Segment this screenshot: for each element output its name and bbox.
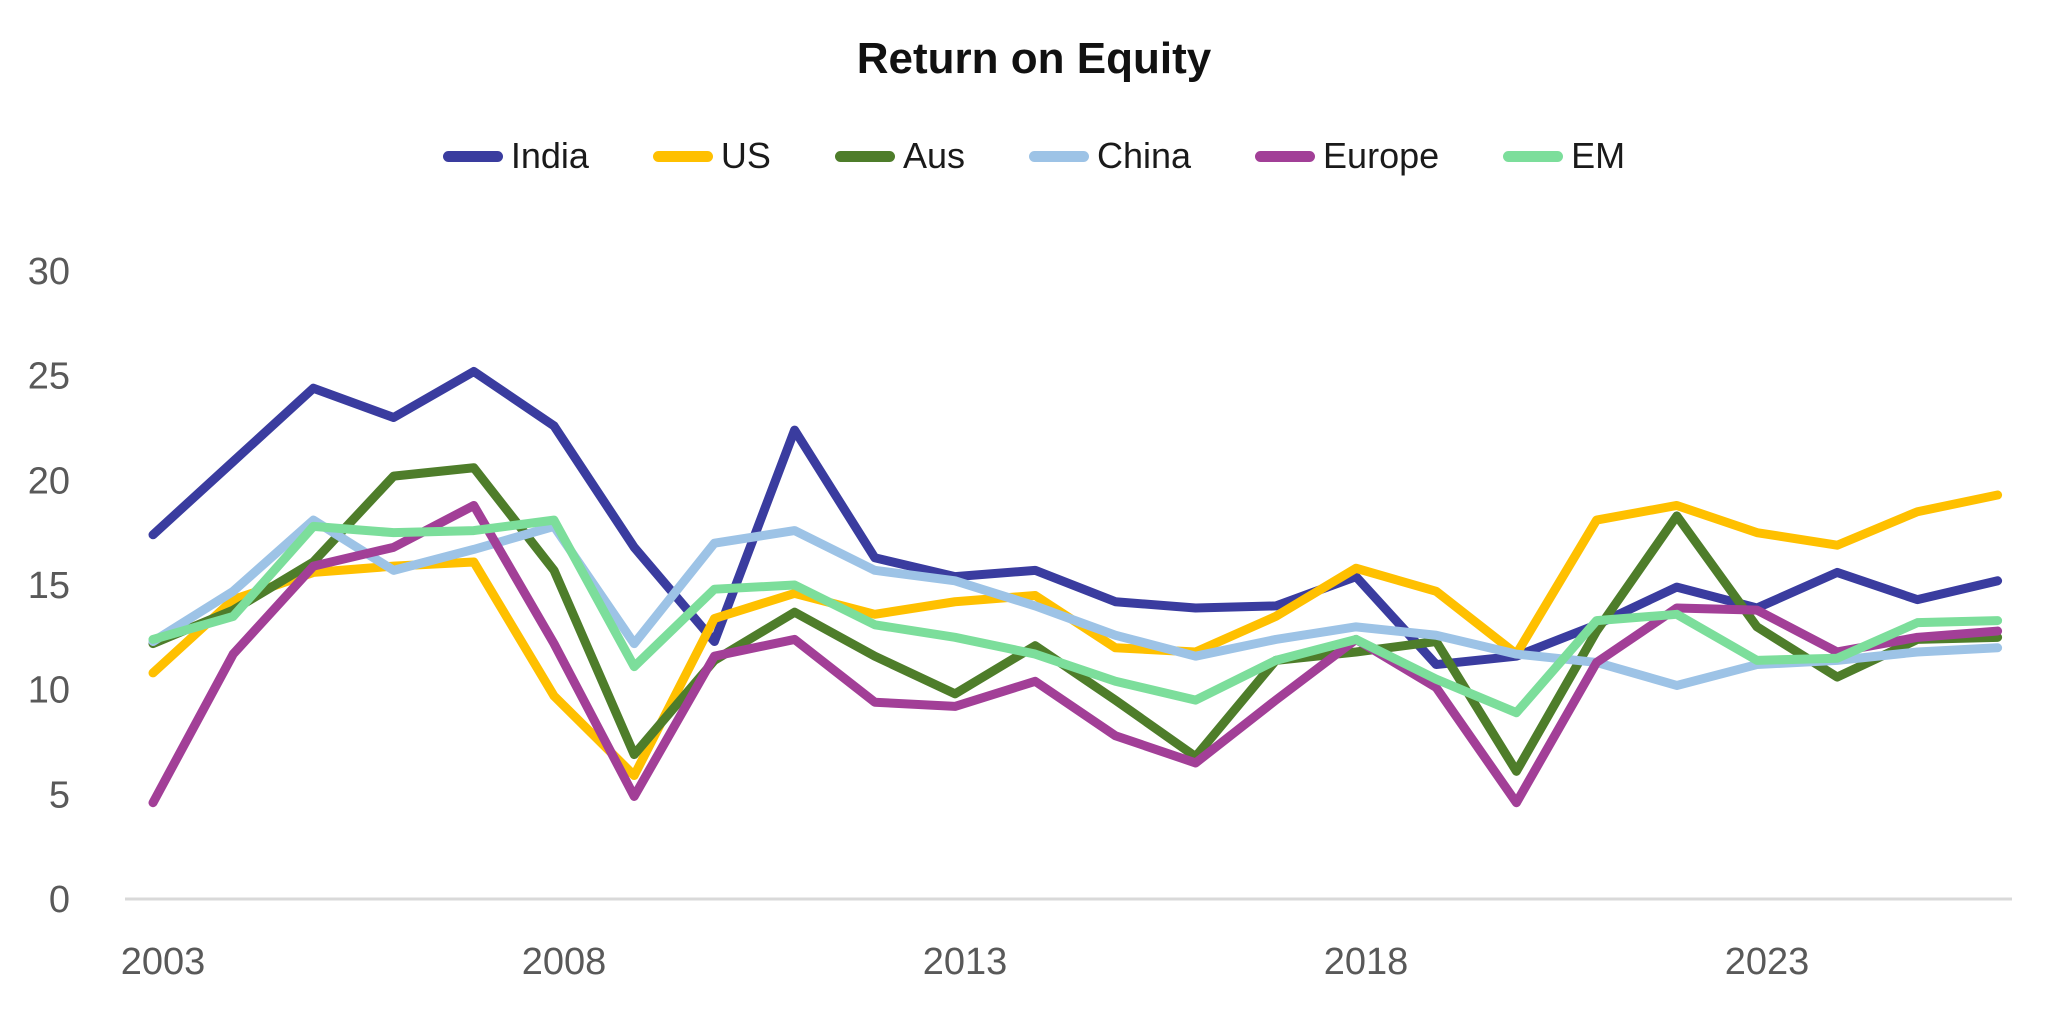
series-line-aus (148, 463, 2003, 776)
legend-swatch-icon (442, 150, 503, 162)
legend-swatch-icon (834, 150, 895, 162)
legend-swatch-icon (1255, 150, 1316, 162)
legend-label: EM (1571, 135, 1626, 176)
y-tick-label: 5 (49, 774, 70, 816)
series-line-india (148, 366, 2003, 670)
legend-swatch-icon (1028, 150, 1089, 162)
series-line-em (148, 515, 2003, 718)
x-tick-label: 2018 (1324, 941, 1409, 983)
y-tick-label: 20 (28, 460, 70, 502)
chart-title: Return on Equity (856, 34, 1212, 83)
legend-item-em: EM (1503, 138, 1625, 174)
x-tick-label: 2013 (923, 941, 1008, 983)
y-tick-label: 25 (28, 356, 70, 398)
legend-label: US (720, 135, 771, 176)
legend-swatch-icon (652, 150, 713, 162)
series-line-europe (148, 500, 2003, 808)
legend-item-india: India (442, 135, 589, 176)
legend-label: China (1096, 135, 1192, 176)
legend-label: India (510, 135, 589, 176)
y-tick-label: 10 (28, 670, 70, 712)
y-tick-label: 15 (28, 565, 70, 607)
legend-item-us: US (652, 135, 771, 176)
legend-label: Europe (1323, 135, 1440, 176)
legend-item-europe: Europe (1255, 138, 1439, 174)
series-line-china (148, 515, 2003, 690)
legend-item-aus: Aus (834, 135, 965, 176)
chart-legend: India US Aus China Europe EM (0, 138, 2068, 174)
x-tick-label: 2003 (121, 941, 206, 983)
y-tick-label: 30 (28, 251, 70, 293)
x-tick-label: 2008 (522, 941, 607, 983)
legend-item-china: China (1028, 135, 1192, 176)
x-tick-label: 2023 (1725, 941, 1810, 983)
legend-label: Aus (902, 135, 965, 176)
legend-swatch-icon (1503, 150, 1564, 162)
y-tick-label: 0 (49, 879, 70, 921)
